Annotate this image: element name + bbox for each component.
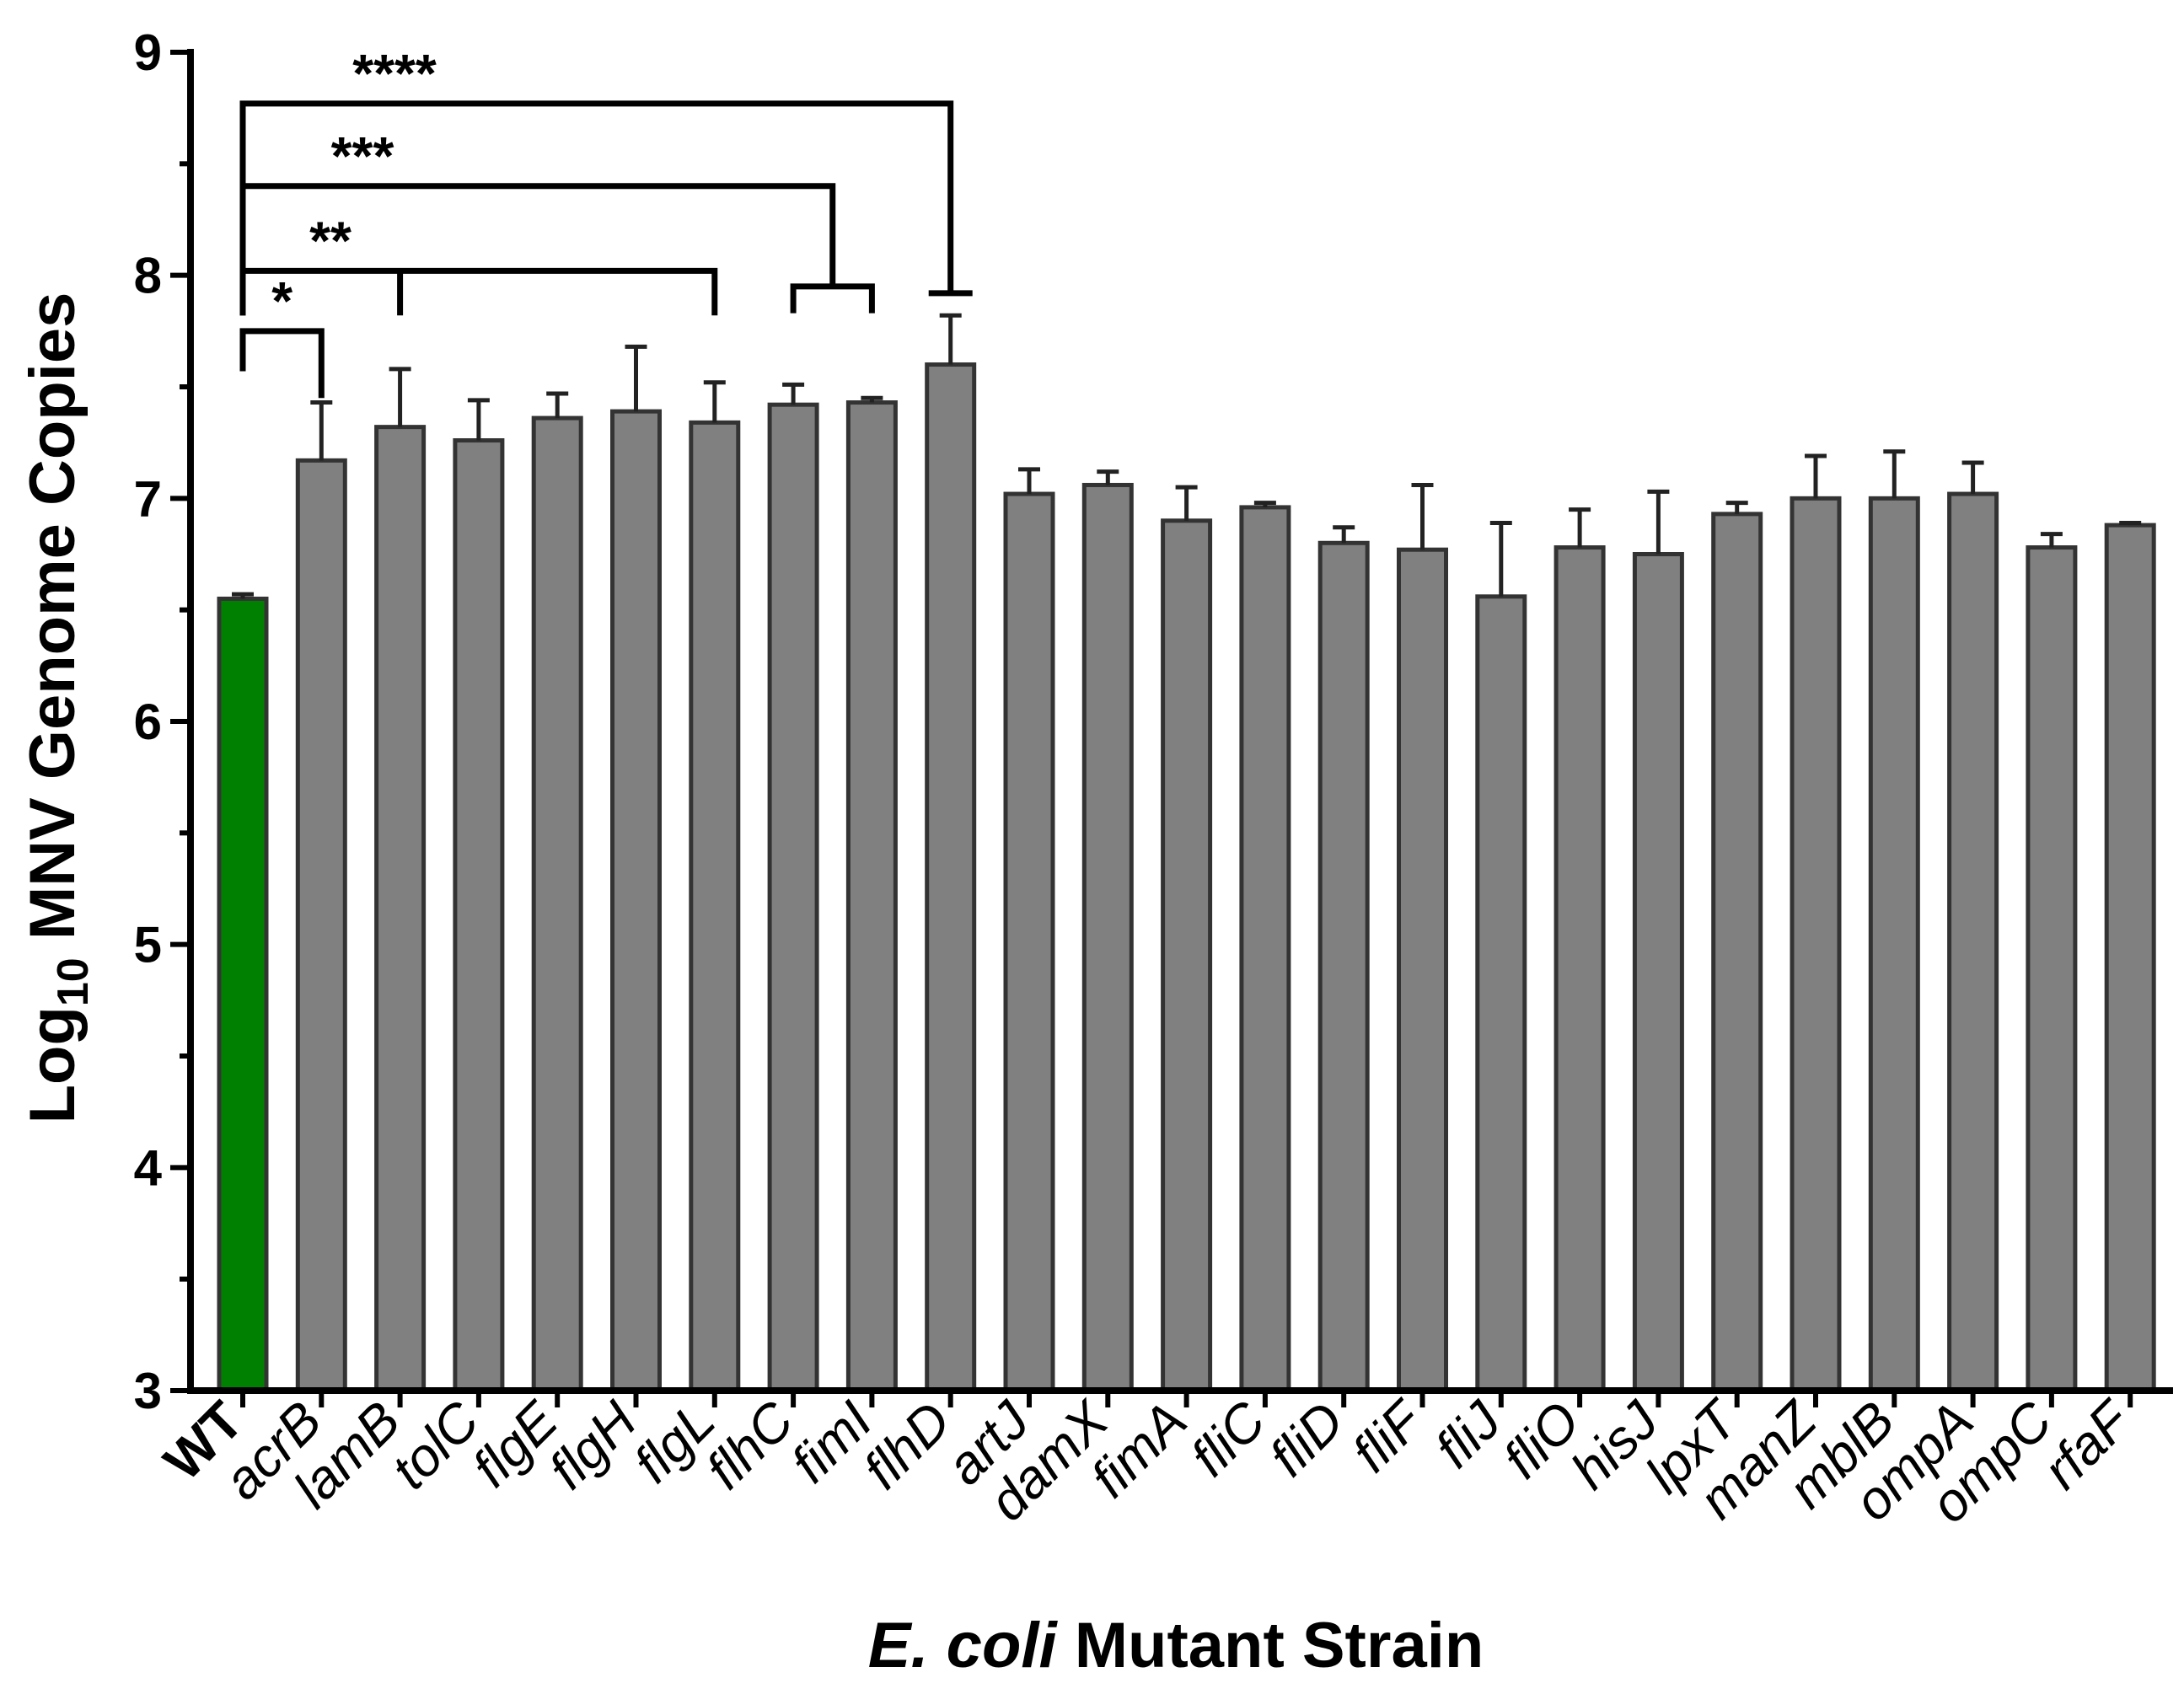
- x-tick-labels-layer: WTacrBlamBtolCflgEflgHflgLflhCfimIflhDar…: [153, 1387, 2144, 1534]
- bracket-line: [239, 267, 718, 316]
- bar-flhC: [767, 402, 819, 1393]
- y-axis-title-rest: MNV Genome Copies: [17, 292, 89, 958]
- y-tick-label: 7: [134, 470, 162, 527]
- y-axis-title-subscript: 10: [49, 957, 98, 1006]
- significance-label: **: [309, 210, 351, 271]
- error-bars-layer: [232, 313, 2142, 599]
- significance-label: *: [271, 271, 292, 331]
- y-tick-label: 3: [134, 1363, 162, 1419]
- y-tick-label: 6: [134, 694, 162, 750]
- bar-tolC: [453, 438, 505, 1393]
- x-tick-label-rfaF: rfaF: [2031, 1387, 2144, 1500]
- bracket-line: [239, 328, 325, 399]
- bar-rfaF: [2104, 523, 2156, 1393]
- bar-WT: [217, 596, 269, 1393]
- y-axis-title: Log10 MNV Genome Copies: [17, 292, 98, 1124]
- bar-fimA: [1161, 518, 1213, 1393]
- bracket-4-stars: ****: [239, 43, 973, 316]
- bar-flgE: [531, 415, 583, 1393]
- bar-lamB: [374, 425, 427, 1393]
- y-tick-label: 5: [134, 917, 162, 973]
- bracket-1-stars: *: [239, 271, 325, 399]
- bracket-sub: [790, 283, 875, 314]
- bar-damX: [1081, 482, 1134, 1393]
- bar-ompC: [2026, 545, 2078, 1393]
- bar-fliC: [1239, 505, 1291, 1393]
- y-ticks-layer: 3 4 5 6 7 8 9: [134, 24, 190, 1419]
- bar-artJ: [1003, 491, 1055, 1393]
- y-tick-label: 8: [134, 248, 162, 304]
- bar-fimI: [845, 400, 898, 1393]
- y-tick-label: 9: [134, 24, 162, 81]
- bar-hisJ: [1632, 552, 1684, 1393]
- bar-ompA: [1947, 491, 1999, 1393]
- y-axis-title-log: Log: [17, 1006, 89, 1123]
- bar-lpxT: [1711, 512, 1763, 1393]
- x-axis-title-rest: Mutant Strain: [1057, 1610, 1484, 1681]
- x-tick-label-fimA: fimA: [1079, 1390, 1198, 1509]
- x-tick-label-fliC: fliC: [1179, 1389, 1278, 1488]
- significance-label: ****: [352, 43, 437, 104]
- significance-label: ***: [331, 126, 394, 186]
- bar-fliO: [1553, 545, 1606, 1393]
- significance-brackets-layer: **********: [239, 43, 973, 399]
- x-tick-label-fliD: fliD: [1258, 1390, 1355, 1488]
- x-axis-title-species: E. coli: [868, 1610, 1059, 1681]
- bar-mblB: [1868, 496, 1920, 1393]
- bar-acrB: [295, 458, 347, 1393]
- bar-flgL: [689, 420, 741, 1393]
- bar-fliJ: [1475, 594, 1527, 1393]
- bar-flhD: [925, 362, 977, 1393]
- bracket-2-stars: **: [239, 210, 718, 316]
- x-axis-title: E. coli Mutant Strain: [868, 1610, 1484, 1681]
- bracket-line: [239, 100, 954, 316]
- bar-manZ: [1790, 496, 1842, 1393]
- bar-flgH: [610, 409, 662, 1393]
- y-tick-label: 4: [134, 1139, 163, 1196]
- bar-fliD: [1317, 540, 1370, 1393]
- bar-fliF: [1397, 547, 1448, 1393]
